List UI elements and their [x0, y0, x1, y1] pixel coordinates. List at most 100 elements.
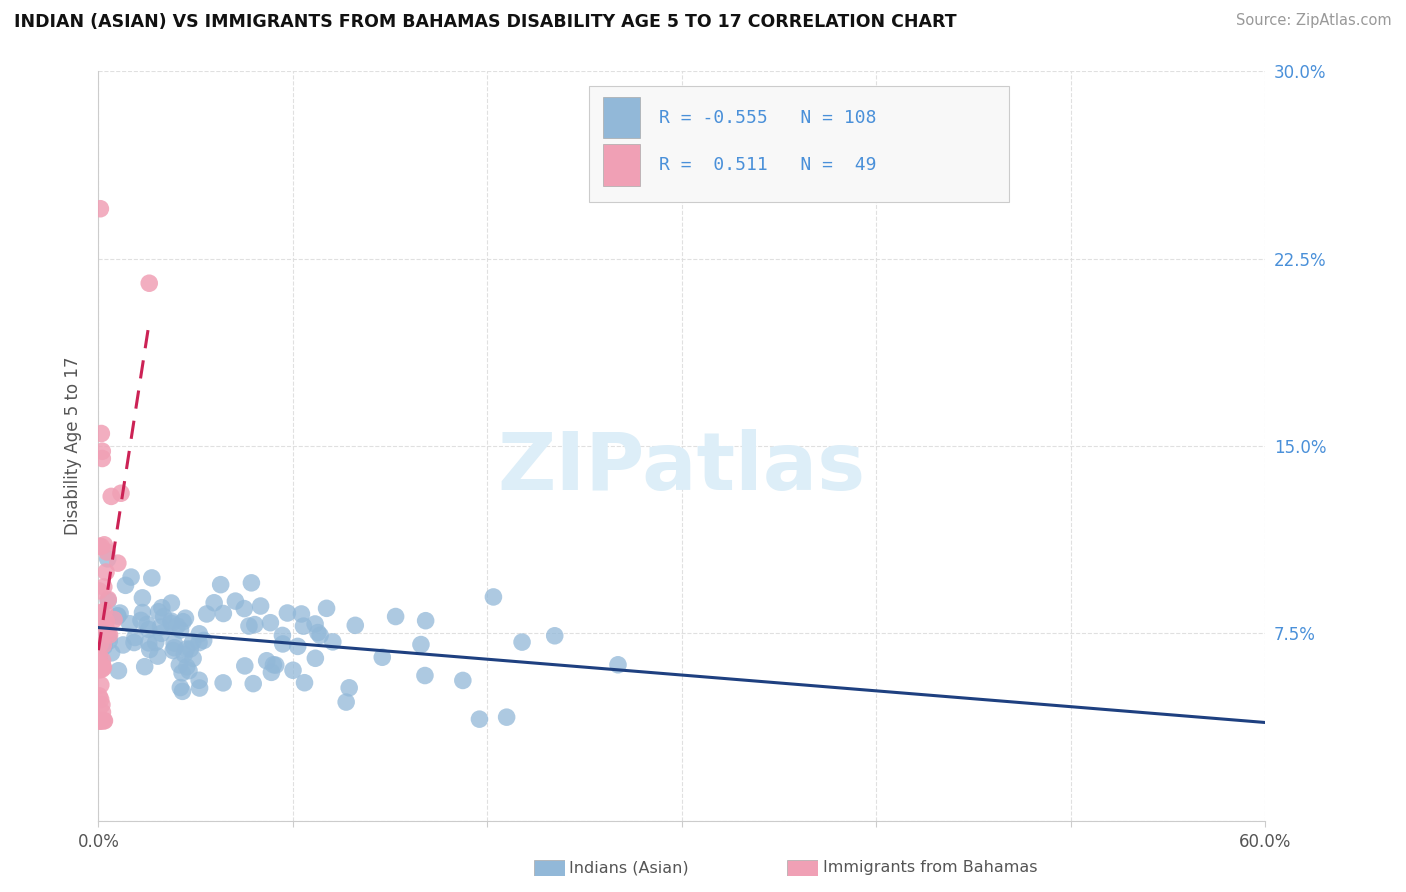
Point [90, 606, 112, 620]
Point [188, 673, 211, 688]
Point [90, 609, 112, 624]
Point [112, 638, 135, 652]
Point [97, 626, 120, 640]
Text: R = -0.555   N = 108: R = -0.555 N = 108 [658, 109, 876, 127]
Point [96, 623, 118, 637]
Point [384, 609, 406, 624]
Point [415, 614, 437, 628]
Point [114, 578, 136, 592]
Point [163, 636, 186, 650]
Point [242, 676, 264, 690]
Point [87, 655, 110, 669]
Point [93, 714, 115, 728]
Text: ZIPatlas: ZIPatlas [498, 429, 866, 508]
Point [409, 638, 432, 652]
Point [91, 714, 114, 728]
Point [97, 592, 120, 607]
Point [243, 617, 266, 632]
Point [309, 628, 332, 642]
Point [93, 580, 115, 594]
Point [93, 538, 115, 552]
Point [371, 650, 394, 665]
Point [87, 583, 110, 598]
Point [510, 635, 533, 649]
Point [136, 617, 159, 632]
Point [344, 618, 367, 632]
Point [110, 486, 132, 500]
Point [271, 637, 294, 651]
Polygon shape [603, 145, 640, 186]
Y-axis label: Disability Age 5 to 17: Disability Age 5 to 17 [65, 357, 83, 535]
Point [96, 614, 118, 628]
Point [138, 623, 160, 637]
Point [337, 681, 360, 695]
Point [287, 640, 309, 654]
Point [87, 689, 110, 703]
Point [91, 451, 114, 466]
Point [160, 614, 183, 628]
Point [173, 648, 195, 662]
Point [188, 627, 211, 641]
Point [149, 620, 172, 634]
Point [107, 609, 129, 624]
Point [89, 714, 111, 728]
Point [122, 635, 145, 649]
Point [91, 662, 114, 676]
Point [179, 641, 201, 656]
Point [188, 681, 211, 695]
Text: Source: ZipAtlas.com: Source: ZipAtlas.com [1236, 13, 1392, 29]
Point [177, 664, 200, 678]
Point [249, 599, 271, 613]
Point [89, 637, 111, 651]
Point [482, 590, 505, 604]
Point [495, 710, 517, 724]
Point [90, 692, 112, 706]
Point [89, 619, 111, 633]
Point [307, 625, 329, 640]
Point [103, 613, 125, 627]
Point [90, 714, 112, 728]
Point [107, 556, 129, 570]
Point [169, 657, 191, 672]
Point [292, 619, 315, 633]
Point [172, 615, 194, 629]
Point [193, 633, 215, 648]
Point [172, 665, 194, 680]
Point [89, 202, 111, 216]
Point [172, 684, 194, 698]
Point [281, 663, 304, 677]
Point [181, 635, 204, 649]
Point [166, 619, 188, 633]
Point [148, 605, 170, 619]
Point [90, 426, 112, 441]
Point [141, 571, 163, 585]
Point [89, 714, 111, 728]
Point [97, 593, 120, 607]
Point [152, 609, 174, 624]
Point [138, 277, 160, 291]
Point [90, 540, 112, 554]
Point [93, 640, 115, 654]
Point [160, 616, 183, 631]
Point [233, 659, 256, 673]
Point [607, 657, 630, 672]
Point [90, 678, 112, 692]
Point [233, 601, 256, 615]
Polygon shape [589, 87, 1008, 202]
Point [97, 552, 120, 566]
Point [120, 570, 142, 584]
Point [451, 673, 474, 688]
Point [209, 577, 232, 591]
Point [162, 643, 184, 657]
Point [195, 607, 218, 621]
Point [131, 591, 153, 605]
Point [93, 660, 115, 674]
Point [91, 659, 114, 673]
Point [93, 604, 115, 618]
Point [108, 606, 131, 620]
Point [124, 631, 146, 645]
Point [90, 698, 112, 712]
Point [107, 608, 129, 623]
Point [264, 658, 287, 673]
Point [169, 681, 191, 695]
